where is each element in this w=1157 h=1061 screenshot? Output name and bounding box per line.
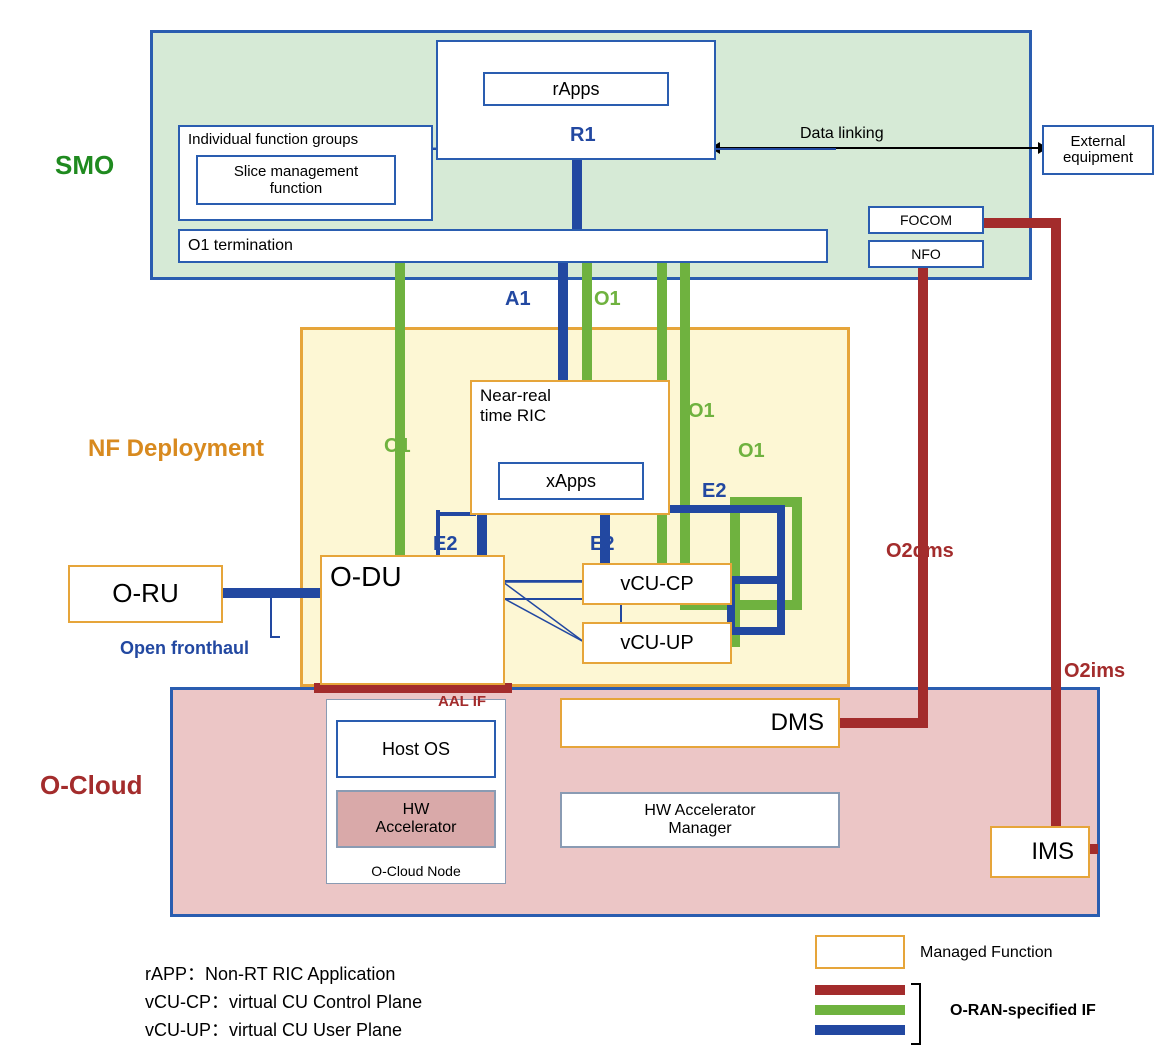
node-hwacc-label: HW Accelerator <box>376 801 457 838</box>
edge-label-o1: O1 <box>738 440 765 463</box>
edge-label-aal-if: AAL IF <box>438 693 486 710</box>
edge-label-r1: R1 <box>570 124 596 147</box>
node-vcuup: vCU-UP <box>582 622 732 664</box>
edge-label-e2: E2 <box>590 533 614 556</box>
node-ims-label: IMS <box>1031 838 1074 866</box>
node-vcuup-label: vCU-UP <box>620 632 693 655</box>
ocloud-label: O-Cloud <box>40 770 143 801</box>
node-hostos: Host OS <box>336 720 496 778</box>
node-dms: DMS <box>560 698 840 748</box>
node-nearrt-label: Near-real time RIC <box>480 386 551 425</box>
node-o1term: O1 termination <box>178 229 828 263</box>
node-xapps-label: xApps <box>546 471 596 492</box>
node-focom-label: FOCOM <box>900 212 952 228</box>
node-ifg-label: Individual function groups <box>188 131 358 148</box>
node-ocnode-label: O-Cloud Node <box>371 863 461 879</box>
node-dms-label: DMS <box>771 709 824 737</box>
legend-if-swatch-1 <box>815 1005 905 1015</box>
legend-if-swatch-0 <box>815 985 905 995</box>
legend-if-swatch-2 <box>815 1025 905 1035</box>
node-vcucp-label: vCU-CP <box>620 573 693 596</box>
node-odu-label: O-DU <box>330 561 402 593</box>
node-hostos-label: Host OS <box>382 739 450 760</box>
edge-label-data-linking: Data linking <box>800 125 884 143</box>
edge-label-e2: E2 <box>433 533 457 556</box>
node-nfo: NFO <box>868 240 984 268</box>
node-rapps-label: rApps <box>552 79 599 100</box>
legend-managed-function-swatch <box>815 935 905 969</box>
node-odu: O-DU <box>320 555 505 685</box>
node-xapps: xApps <box>498 462 644 500</box>
edge-label-o1: O1 <box>594 288 621 311</box>
node-o1term-label: O1 termination <box>188 237 293 255</box>
node-smf-label: Slice management function <box>234 163 358 198</box>
node-hwacc: HW Accelerator <box>336 790 496 848</box>
node-oru-label: O-RU <box>112 579 178 609</box>
smo-label: SMO <box>55 150 114 181</box>
edge-label-o2dms: O2dms <box>886 540 954 563</box>
node-rapps: rApps <box>483 72 669 106</box>
node-oru: O-RU <box>68 565 223 623</box>
node-vcucp: vCU-CP <box>582 563 732 605</box>
external-equipment: Externalequipment <box>1042 125 1154 175</box>
node-ims: IMS <box>990 826 1090 878</box>
edge-label-e2: E2 <box>702 480 726 503</box>
node-smf: Slice management function <box>196 155 396 205</box>
node-focom: FOCOM <box>868 206 984 234</box>
edge-label-a1: A1 <box>505 288 531 311</box>
edge-label-o1: O1 <box>688 400 715 423</box>
node-hwmgr: HW Accelerator Manager <box>560 792 840 848</box>
edge-label-o2ims: O2ims <box>1064 660 1125 683</box>
edge-label-open-fronthaul: Open fronthaul <box>120 638 249 659</box>
node-nfo-label: NFO <box>911 246 941 262</box>
nf-label: NF Deployment <box>88 435 264 463</box>
node-hwmgr-label: HW Accelerator Manager <box>644 802 755 839</box>
edge-label-o1: O1 <box>384 435 411 458</box>
